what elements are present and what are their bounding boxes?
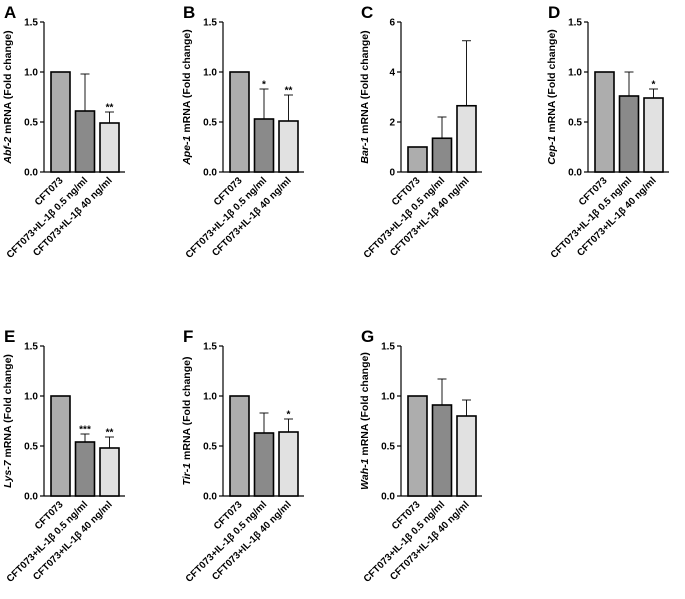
y-tick-label: 1.0 xyxy=(24,68,38,79)
bar xyxy=(456,104,477,173)
bar xyxy=(50,395,71,497)
bar xyxy=(407,395,428,497)
y-tick-label: 1.0 xyxy=(203,68,217,79)
bar xyxy=(643,97,664,173)
bar xyxy=(253,432,275,497)
y-tick-label: 0.0 xyxy=(568,168,582,179)
y-axis-unit: mRNA (Fold change) xyxy=(2,354,14,460)
significance-marker: * xyxy=(652,80,656,91)
bar xyxy=(278,431,299,497)
y-tick-label: 0.5 xyxy=(568,118,582,129)
bar xyxy=(229,395,250,497)
bar xyxy=(431,137,453,173)
bar xyxy=(74,110,96,173)
y-tick-label: 0.5 xyxy=(203,442,217,453)
y-tick-label: 0.5 xyxy=(24,442,38,453)
y-tick-label: 0.5 xyxy=(381,442,395,453)
bar xyxy=(407,146,428,173)
y-axis-label: Bar-1 mRNA (Fold change) xyxy=(359,30,371,163)
panel-letter: A xyxy=(4,3,16,22)
y-tick-label: 1.5 xyxy=(24,18,38,29)
y-axis-unit: mRNA (Fold change) xyxy=(181,29,193,135)
y-tick-label: 2 xyxy=(389,118,395,129)
y-tick-label: 0.5 xyxy=(203,118,217,129)
panel-letter: G xyxy=(361,327,374,346)
y-tick-label: 1.5 xyxy=(24,342,38,353)
y-axis-gene: Wah-1 xyxy=(359,458,371,489)
y-axis-gene: Bar-1 xyxy=(359,137,371,164)
y-tick-label: 0.0 xyxy=(203,492,217,503)
y-tick-label: 0.0 xyxy=(381,492,395,503)
y-tick-label: 1.0 xyxy=(381,392,395,403)
y-axis-label: Abf-2 mRNA (Fold change) xyxy=(2,30,14,164)
y-axis-label: Cep-1 mRNA (Fold change) xyxy=(546,29,558,165)
y-tick-label: 1.5 xyxy=(203,342,217,353)
bar xyxy=(618,95,640,173)
bar xyxy=(278,120,299,173)
y-tick-label: 6 xyxy=(389,18,395,29)
y-tick-label: 0.0 xyxy=(203,168,217,179)
panel-letter: D xyxy=(548,3,560,22)
y-axis-gene: Ape-1 xyxy=(181,135,193,165)
significance-marker: *** xyxy=(79,425,91,436)
y-axis-label: Ape-1 mRNA (Fold change) xyxy=(181,29,193,166)
panel-letter: E xyxy=(4,327,15,346)
panel-letter: F xyxy=(183,327,193,346)
y-axis-gene: Lys-7 xyxy=(2,459,14,488)
y-axis-unit: mRNA (Fold change) xyxy=(359,30,371,136)
y-tick-label: 1.0 xyxy=(568,68,582,79)
y-tick-label: 0 xyxy=(389,168,395,179)
bar xyxy=(431,404,453,497)
bar xyxy=(229,71,250,173)
bar xyxy=(594,71,615,173)
bar xyxy=(253,118,275,173)
y-axis-label: Tir-1 mRNA (Fold change) xyxy=(181,357,193,486)
y-tick-label: 0.5 xyxy=(24,118,38,129)
y-tick-label: 1.5 xyxy=(568,18,582,29)
y-axis-label: Wah-1 mRNA (Fold change) xyxy=(359,352,371,490)
bar xyxy=(74,441,96,497)
significance-marker: * xyxy=(287,410,291,421)
significance-marker: ** xyxy=(285,86,293,97)
significance-marker: ** xyxy=(106,428,114,439)
y-axis-gene: Tir-1 xyxy=(181,463,193,486)
bar xyxy=(99,122,120,173)
bar xyxy=(99,447,120,497)
y-axis-label: Lys-7 mRNA (Fold change) xyxy=(2,354,14,488)
y-tick-label: 1.5 xyxy=(203,18,217,29)
y-axis-unit: mRNA (Fold change) xyxy=(546,29,558,135)
y-axis-unit: mRNA (Fold change) xyxy=(181,357,193,463)
y-tick-label: 0.0 xyxy=(24,168,38,179)
significance-marker: ** xyxy=(106,103,114,114)
y-axis-unit: mRNA (Fold change) xyxy=(359,352,371,458)
y-axis-gene: Abf-2 xyxy=(2,137,14,165)
significance-marker: * xyxy=(262,80,266,91)
y-tick-label: 1.5 xyxy=(381,342,395,353)
y-tick-label: 1.0 xyxy=(203,392,217,403)
panel-letter: B xyxy=(183,3,195,22)
bar xyxy=(456,415,477,497)
y-tick-label: 1.0 xyxy=(24,392,38,403)
y-axis-unit: mRNA (Fold change) xyxy=(2,30,14,136)
y-tick-label: 0.0 xyxy=(24,492,38,503)
y-axis-gene: Cep-1 xyxy=(546,135,558,164)
y-tick-label: 4 xyxy=(389,68,395,79)
panel-letter: C xyxy=(361,3,373,22)
bar xyxy=(50,71,71,173)
